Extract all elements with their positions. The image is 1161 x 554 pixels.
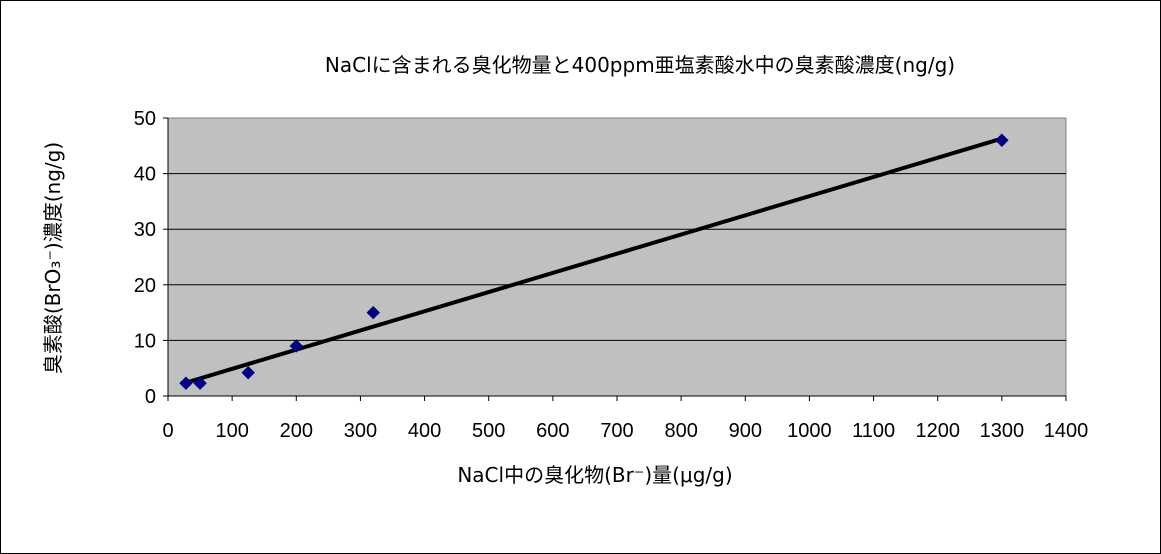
y-axis-ticks: 0 10 20 30 40 50 bbox=[134, 108, 169, 408]
y-tick-label: 0 bbox=[145, 386, 156, 408]
x-tick-label: 800 bbox=[664, 420, 697, 442]
x-tick-label: 400 bbox=[408, 420, 441, 442]
data-points bbox=[179, 133, 1009, 390]
trendline bbox=[185, 136, 1003, 385]
x-tick-label: 1100 bbox=[852, 420, 895, 442]
x-tick-label: 0 bbox=[162, 420, 173, 442]
data-point-diamond bbox=[289, 339, 303, 353]
x-tick-label: 1000 bbox=[787, 420, 832, 442]
data-point-diamond bbox=[179, 376, 193, 390]
x-tick-label: 500 bbox=[472, 420, 505, 442]
x-tick-label: 900 bbox=[729, 420, 762, 442]
y-tick-label: 20 bbox=[134, 275, 156, 297]
x-tick-label: 200 bbox=[280, 420, 313, 442]
gridlines bbox=[168, 173, 1066, 341]
y-tick-label: 30 bbox=[134, 219, 156, 241]
x-tick-label: 600 bbox=[536, 420, 569, 442]
data-point-diamond bbox=[995, 133, 1009, 147]
x-axis-ticks: 0 100 200 300 400 500 600 700 800 900 1000 1100 1200… bbox=[162, 395, 1089, 442]
y-tick-label: 10 bbox=[134, 330, 156, 352]
y-tick-label: 50 bbox=[134, 108, 156, 130]
x-tick-label: 300 bbox=[344, 420, 377, 442]
trendline-group bbox=[185, 136, 1003, 385]
data-point-diamond bbox=[366, 305, 380, 320]
x-tick-label: 700 bbox=[600, 420, 633, 442]
chart-title: NaClに含まれる臭化物量と400ppm亜塩素酸水中の臭素酸濃度(ng/g) bbox=[325, 53, 955, 77]
x-axis-label: NaCl中の臭化物(Br⁻)量(μg/g) bbox=[457, 463, 732, 487]
x-tick-label: 1200 bbox=[915, 420, 960, 442]
data-point-diamond bbox=[193, 376, 207, 390]
x-tick-label: 100 bbox=[215, 420, 248, 442]
data-point-diamond bbox=[241, 365, 255, 380]
x-tick-label: 1400 bbox=[1044, 420, 1089, 442]
y-tick-label: 40 bbox=[134, 164, 156, 186]
x-tick-label: 1300 bbox=[980, 420, 1025, 442]
y-axis-label: 臭素酸(BrO₃⁻)濃度(ng/g) bbox=[41, 142, 65, 374]
